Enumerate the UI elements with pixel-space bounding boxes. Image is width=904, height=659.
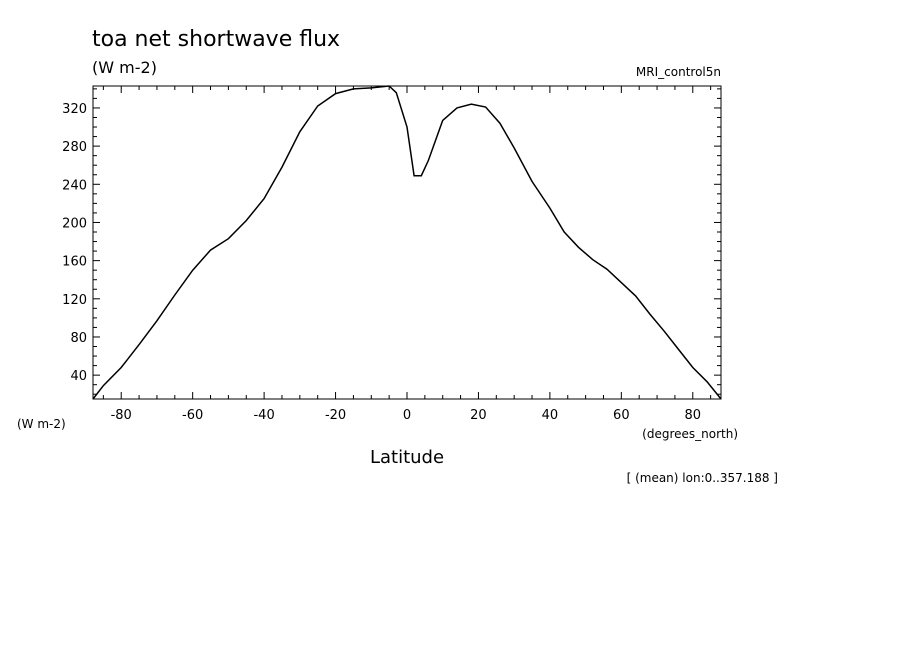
y-tick-label: 280	[62, 140, 87, 155]
x-axis-label: Latitude	[370, 447, 444, 468]
dataset-label: MRI_control5n	[636, 65, 721, 79]
y-tick-labels: 40 80 120 160 200 240 280 320	[62, 102, 87, 384]
x-tick-label: 0	[403, 408, 411, 423]
x-tick-label: -20	[325, 408, 346, 423]
x-tick-label: -40	[253, 408, 274, 423]
y-tick-label: 160	[62, 255, 87, 270]
x-tick-labels: -80 -60 -40 -20 0 20 40 60 80	[111, 408, 701, 423]
y-axis-label: (W m-2)	[17, 417, 66, 431]
y-tick-label: 240	[62, 178, 87, 193]
units-label: (W m-2)	[92, 58, 157, 77]
series-line	[92, 85, 722, 400]
plot-frame	[92, 85, 722, 400]
axis-ticks	[93, 86, 721, 399]
plot-area: -80 -60 -40 -20 0 20 40 60 80 40 80 120 160 200 240 28…	[62, 85, 722, 423]
chart-title: toa net shortwave flux	[92, 27, 340, 52]
y-tick-label: 40	[70, 369, 87, 384]
x-tick-label: 80	[685, 408, 702, 423]
x-tick-label: 60	[613, 408, 630, 423]
y-tick-label: 320	[62, 102, 87, 117]
x-unit-label: (degrees_north)	[642, 427, 738, 441]
y-tick-label: 120	[62, 293, 87, 308]
x-tick-label: -80	[111, 408, 132, 423]
x-tick-label: 40	[542, 408, 559, 423]
y-tick-label: 80	[70, 331, 87, 346]
footnote: [ (mean) lon:0..357.188 ]	[627, 471, 778, 485]
x-tick-label: 20	[470, 408, 487, 423]
y-tick-label: 200	[62, 216, 87, 231]
x-tick-label: -60	[182, 408, 203, 423]
